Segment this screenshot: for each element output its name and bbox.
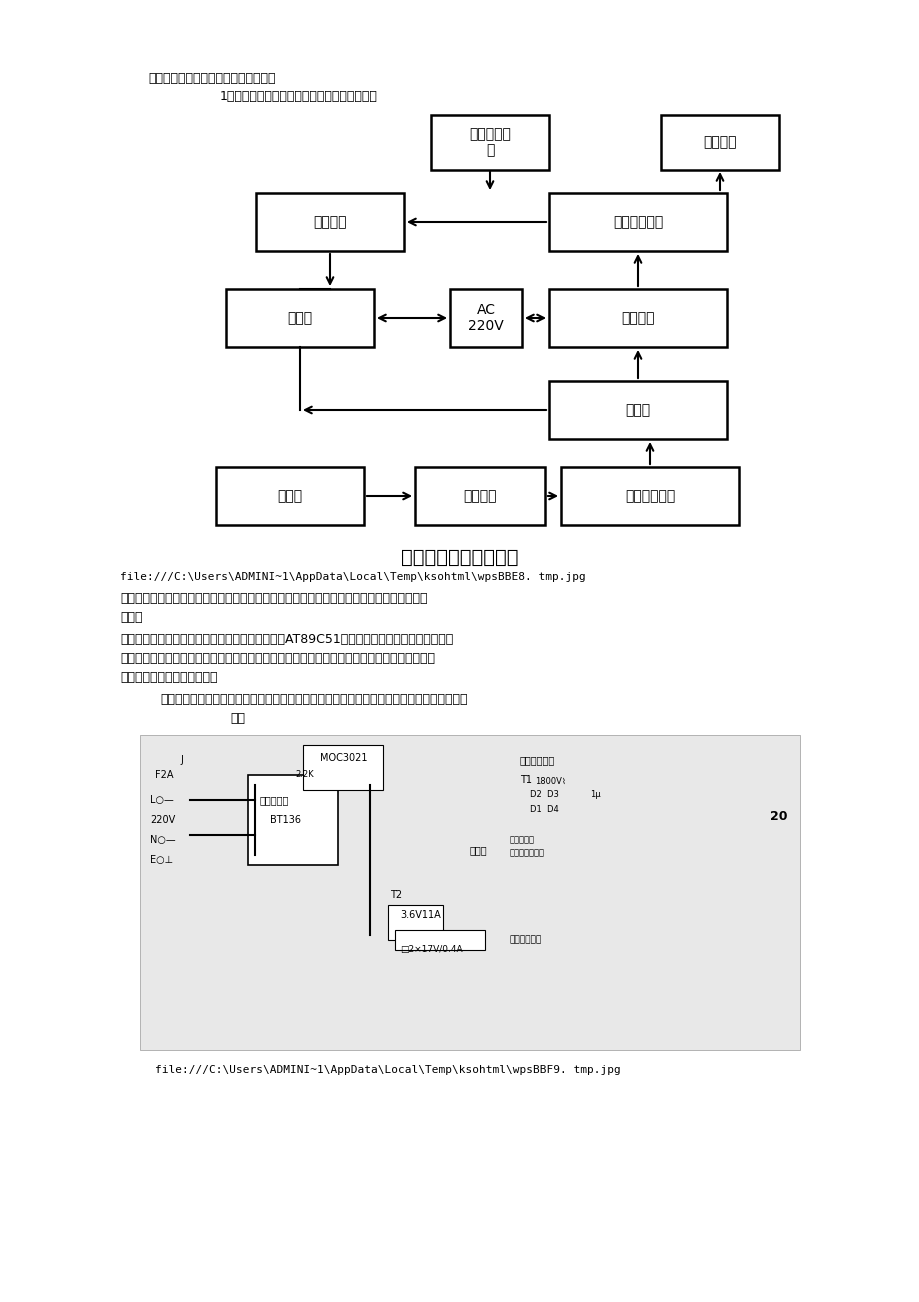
Bar — [561, 467, 738, 525]
Text: 1μ: 1μ — [589, 790, 600, 799]
Bar — [414, 467, 544, 525]
Text: 固态继电器: 固态继电器 — [260, 796, 289, 805]
Text: file:///C:\Users\ADMINI~1\AppData\Local\Temp\ksohtml\wpsBBE8. tmp.jpg: file:///C:\Users\ADMINI~1\AppData\Local\… — [119, 572, 585, 582]
Text: file:///C:\Users\ADMINI~1\AppData\Local\Temp\ksohtml\wpsBBF9. tmp.jpg: file:///C:\Users\ADMINI~1\AppData\Local\… — [154, 1065, 620, 1075]
Text: 1、微波治疗仪的结构及部分主要器件原理说明: 1、微波治疗仪的结构及部分主要器件原理说明 — [220, 90, 378, 103]
Text: （接机器外壳）: （接机器外壳） — [509, 848, 544, 857]
Text: F2A: F2A — [154, 769, 174, 780]
Text: 磁控管: 磁控管 — [470, 845, 487, 855]
Bar — [388, 905, 443, 940]
Text: 输入输出显
示: 输入输出显 示 — [469, 126, 510, 158]
Text: 组成。: 组成。 — [119, 611, 142, 624]
Text: 同轴导线: 同轴导线 — [463, 490, 496, 503]
Text: 控制面板: 控制面板 — [702, 135, 736, 148]
Text: 从以上结构上我们看出，微波机主要由电源、输入输出控制电路、磁控管等三大核心部分: 从以上结构上我们看出，微波机主要由电源、输入输出控制电路、磁控管等三大核心部分 — [119, 592, 427, 605]
Text: MOC3021: MOC3021 — [320, 753, 367, 763]
Text: 微波输出接口: 微波输出接口 — [624, 490, 675, 503]
Bar — [449, 289, 521, 348]
Bar — [302, 745, 382, 790]
Bar — [549, 381, 726, 439]
Bar — [394, 930, 484, 950]
Text: 微波治疗仪的基本结构: 微波治疗仪的基本结构 — [401, 548, 518, 566]
Text: 、微波治疗仪的结构原理及维护与维修: 、微波治疗仪的结构原理及维护与维修 — [148, 72, 275, 85]
Text: 以及保护和故障报警指示功能: 以及保护和故障报警指示功能 — [119, 671, 217, 684]
Bar — [140, 736, 800, 1049]
Text: T1: T1 — [519, 775, 531, 785]
Text: 3.6V11A: 3.6V11A — [400, 910, 440, 921]
Text: 磁控管用电: 磁控管用电 — [509, 835, 535, 844]
Text: 电源电路的功能是：提供磁控管的灯丝工作电源、磁控管的阳极高压电源和制系统所需的: 电源电路的功能是：提供磁控管的灯丝工作电源、磁控管的阳极高压电源和制系统所需的 — [160, 693, 467, 706]
Bar — [226, 289, 374, 348]
Text: 输入输出控制: 输入输出控制 — [612, 215, 663, 229]
Text: E○⊥: E○⊥ — [150, 855, 173, 865]
Bar — [549, 289, 726, 348]
Bar — [255, 193, 403, 251]
Text: BT136: BT136 — [269, 815, 301, 825]
Text: D2  D3: D2 D3 — [529, 790, 558, 799]
Text: 20: 20 — [769, 810, 787, 823]
Text: 高压电源: 高压电源 — [620, 311, 654, 326]
Text: 变压器: 变压器 — [287, 311, 312, 326]
Bar — [248, 775, 337, 865]
Bar — [549, 193, 726, 251]
Text: T2: T2 — [390, 891, 402, 900]
Text: N○—: N○— — [150, 835, 176, 845]
Bar — [660, 115, 778, 169]
Text: 220V: 220V — [150, 815, 175, 825]
Text: 控制电路一般由单片机芯片组成，较多是用的AT89C51。实现时间、功率控制和参数显示: 控制电路一般由单片机芯片组成，较多是用的AT89C51。实现时间、功率控制和参数… — [119, 633, 453, 646]
Text: 电。: 电。 — [230, 712, 244, 725]
Text: 阳极高压控制: 阳极高压控制 — [519, 755, 555, 766]
Text: J: J — [180, 755, 183, 766]
Text: 低压电源: 低压电源 — [312, 215, 346, 229]
Text: D1  D4: D1 D4 — [529, 805, 558, 814]
Text: 幅射器: 幅射器 — [278, 490, 302, 503]
Text: AC
220V: AC 220V — [468, 303, 504, 333]
Text: 控制主板电源: 控制主板电源 — [509, 935, 541, 944]
Text: 功能，控制磁控管的微波发射及发射功率、治疗时间、病人患部治疗微波功率和温度的采集处理: 功能，控制磁控管的微波发射及发射功率、治疗时间、病人患部治疗微波功率和温度的采集… — [119, 652, 435, 665]
Bar — [216, 467, 364, 525]
Text: 2.2K: 2.2K — [295, 769, 313, 779]
Bar — [430, 115, 549, 169]
Text: 1800V⌇: 1800V⌇ — [535, 777, 565, 786]
Text: L○—: L○— — [150, 796, 174, 805]
Text: □2×17V/0.4A: □2×17V/0.4A — [400, 945, 462, 954]
Text: 磁控管: 磁控管 — [625, 404, 650, 417]
